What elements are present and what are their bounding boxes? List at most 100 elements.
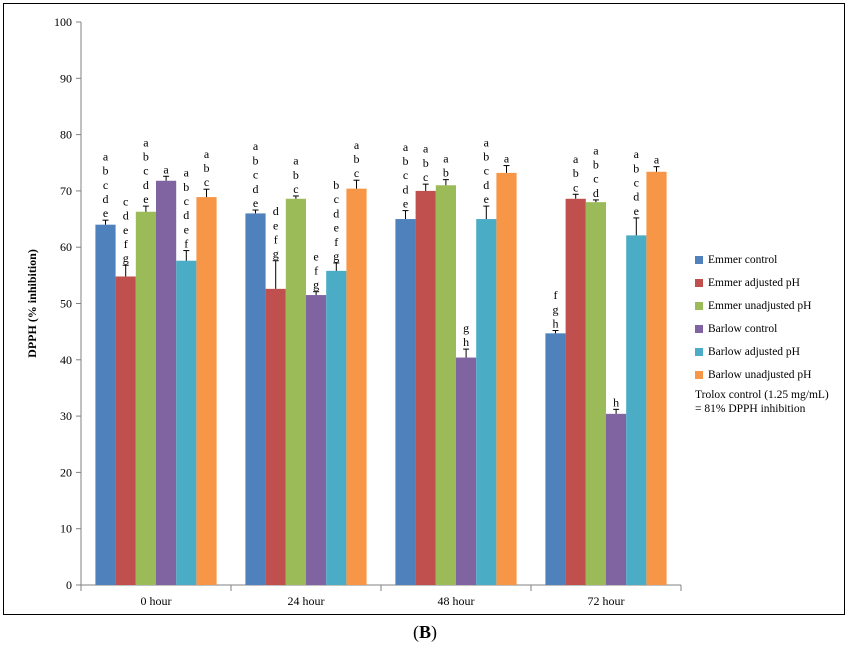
significance-letter: e [273, 218, 278, 232]
legend-item: Barlow control [695, 317, 845, 340]
bar [156, 180, 177, 586]
significance-letter: f [554, 288, 558, 302]
panel-label: (B) [412, 622, 437, 642]
legend-item: Barlow adjusted pH [695, 340, 845, 363]
y-tick-label: 70 [60, 184, 72, 198]
significance-letter: g [553, 302, 559, 316]
bar [285, 198, 306, 586]
significance-letter: d [123, 209, 129, 223]
legend-item: Barlow unadjusted pH [695, 363, 845, 386]
significance-letter: e [123, 223, 128, 237]
bar [585, 202, 606, 585]
bar [435, 185, 456, 585]
significance-letter: g [333, 249, 339, 263]
legend-swatch [695, 278, 703, 287]
legend-label: Barlow adjusted pH [708, 345, 800, 358]
x-tick-label: 0 hour [141, 594, 172, 608]
legend-label: Emmer adjusted pH [708, 276, 800, 289]
x-tick-label: 48 hour [438, 594, 475, 608]
significance-letter: b [593, 158, 599, 172]
legend-swatch [695, 301, 703, 310]
significance-letter: d [593, 186, 599, 200]
significance-letter: g [313, 278, 319, 292]
significance-letter: b [403, 154, 409, 168]
significance-letter: f [314, 263, 318, 277]
significance-letter: a [354, 138, 360, 152]
bar [646, 171, 667, 585]
chart-legend: Emmer control Emmer adjusted pH Emmer unad… [695, 248, 845, 386]
bar [346, 188, 367, 585]
significance-letter: e [253, 196, 258, 210]
significance-letter: d [103, 192, 109, 206]
significance-letter: c [593, 172, 598, 186]
y-tick-label: 20 [60, 465, 72, 479]
significance-letter: b [143, 150, 149, 164]
significance-letter: a [204, 147, 210, 161]
significance-letter: b [443, 166, 449, 180]
significance-letter: c [143, 164, 148, 178]
significance-letter: a [634, 147, 640, 161]
significance-letter: d [403, 182, 409, 196]
significance-letter: a [573, 152, 579, 166]
significance-letter: e [313, 249, 318, 263]
significance-letter: f [334, 235, 338, 249]
bar [115, 276, 136, 585]
significance-letter: a [504, 152, 510, 166]
x-tick-label: 24 hour [288, 594, 325, 608]
legend-swatch [695, 255, 703, 264]
significance-letter: a [593, 143, 599, 157]
significance-letter: h [553, 317, 559, 331]
y-tick-label: 0 [66, 578, 72, 592]
significance-letter: h [613, 395, 619, 409]
bar [545, 333, 566, 585]
bar [176, 260, 197, 585]
significance-letter: c [484, 164, 489, 178]
bar [135, 211, 156, 585]
y-tick-label: 50 [60, 297, 72, 311]
legend-item: Emmer adjusted pH [695, 271, 845, 294]
bar [306, 295, 327, 585]
bar [395, 219, 416, 586]
panel-letter: B [418, 622, 431, 642]
significance-letter: a [443, 151, 449, 165]
significance-letter: a [184, 166, 190, 180]
significance-letter: e [634, 204, 639, 218]
significance-letter: d [183, 208, 189, 222]
significance-letter: c [293, 182, 298, 196]
significance-letter: b [253, 153, 259, 167]
bar [476, 219, 497, 586]
significance-letter: a [654, 153, 660, 167]
bar [496, 172, 517, 585]
significance-letter: g [273, 247, 279, 261]
significance-letter: a [293, 154, 299, 168]
y-tick-label: 100 [54, 15, 72, 29]
legend-swatch [695, 324, 703, 333]
legend-item: Emmer unadjusted pH [695, 294, 845, 317]
legend-label: Emmer unadjusted pH [708, 299, 812, 312]
significance-letter: b [204, 161, 210, 175]
bar [415, 190, 436, 585]
bar [95, 224, 116, 585]
bar [326, 270, 347, 585]
y-tick-label: 60 [60, 240, 72, 254]
significance-letter: a [423, 142, 429, 156]
significance-letter: a [143, 135, 149, 149]
significance-letter: c [184, 194, 189, 208]
y-tick-label: 90 [60, 71, 72, 85]
significance-letter: c [123, 194, 128, 208]
legend-label: Barlow control [708, 322, 778, 335]
y-tick-label: 80 [60, 128, 72, 142]
significance-letter: b [483, 150, 489, 164]
significance-letter: h [463, 335, 469, 349]
significance-letter: c [403, 168, 408, 182]
significance-letter: a [253, 139, 259, 153]
significance-letter: f [124, 237, 128, 251]
y-axis-label: DPPH (% inhibition) [25, 249, 39, 358]
significance-letter: d [273, 204, 279, 218]
significance-letter: a [484, 135, 490, 149]
significance-letter: e [103, 206, 108, 220]
significance-letter: f [184, 237, 188, 251]
y-tick-label: 30 [60, 409, 72, 423]
significance-letter: c [253, 168, 258, 182]
significance-letter: d [633, 190, 639, 204]
